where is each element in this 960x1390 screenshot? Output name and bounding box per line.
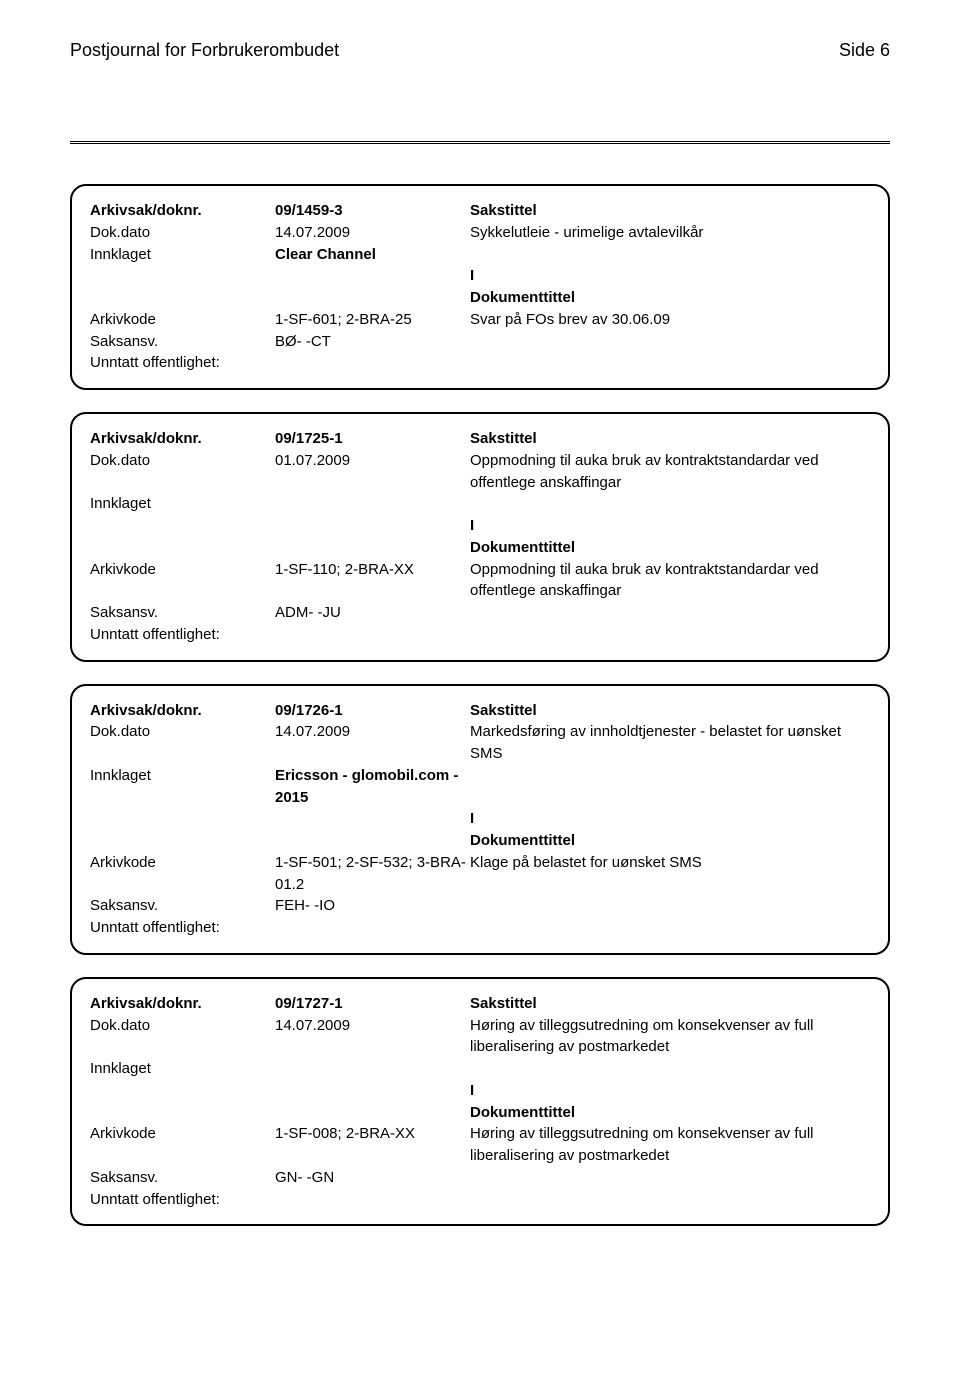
journal-entry: Arkivsak/doknr. 09/1725-1 Sakstittel Dok…	[70, 412, 890, 662]
arkivkode-label: Arkivkode	[90, 309, 275, 331]
innklaget-label: Innklaget	[90, 1058, 275, 1080]
saksansv-label: Saksansv.	[90, 331, 275, 353]
dokdato-value: 14.07.2009	[275, 721, 470, 765]
saksansv-label: Saksansv.	[90, 1167, 275, 1189]
doktittel-label: Dokumenttittel	[470, 830, 870, 852]
arkivkode-label: Arkivkode	[90, 852, 275, 896]
page-header: Postjournal for Forbrukerombudet Side 6	[70, 40, 890, 61]
saksansv-value: ADM- -JU	[275, 602, 470, 624]
innklaget-label: Innklaget	[90, 765, 275, 809]
innklaget-value	[275, 493, 470, 515]
dokdato-label: Dok.dato	[90, 1015, 275, 1059]
unntatt-label: Unntatt offentlighet:	[90, 917, 220, 939]
innklaget-label: Innklaget	[90, 244, 275, 266]
dokdato-value: 14.07.2009	[275, 222, 470, 244]
arkivkode-value: 1-SF-110; 2-BRA-XX	[275, 559, 470, 603]
arkivsak-label: Arkivsak/doknr.	[90, 200, 275, 222]
arkivsak-label: Arkivsak/doknr.	[90, 428, 275, 450]
arkivsak-label: Arkivsak/doknr.	[90, 700, 275, 722]
doktittel-text: Oppmodning til auka bruk av kontraktstan…	[470, 559, 870, 603]
arkivsak-value: 09/1459-3	[275, 200, 470, 222]
arkivkode-value: 1-SF-008; 2-BRA-XX	[275, 1123, 470, 1167]
journal-entry: Arkivsak/doknr. 09/1726-1 Sakstittel Dok…	[70, 684, 890, 955]
journal-entry: Arkivsak/doknr. 09/1459-3 Sakstittel Dok…	[70, 184, 890, 390]
dokdato-label: Dok.dato	[90, 222, 275, 244]
entries-container: Arkivsak/doknr. 09/1459-3 Sakstittel Dok…	[70, 184, 890, 1226]
header-title: Postjournal for Forbrukerombudet	[70, 40, 339, 61]
sakstittel-text: Oppmodning til auka bruk av kontraktstan…	[470, 450, 870, 494]
arkivkode-label: Arkivkode	[90, 559, 275, 603]
doktittel-text: Høring av tilleggsutredning om konsekven…	[470, 1123, 870, 1167]
sakstittel-label: Sakstittel	[470, 993, 870, 1015]
dokdato-value: 14.07.2009	[275, 1015, 470, 1059]
sakstittel-label: Sakstittel	[470, 200, 870, 222]
innklaget-value: Ericsson - glomobil.com - 2015	[275, 765, 470, 809]
io-value: I	[470, 808, 870, 830]
arkivsak-value: 09/1726-1	[275, 700, 470, 722]
sakstittel-text: Høring av tilleggsutredning om konsekven…	[470, 1015, 870, 1059]
saksansv-value: BØ- -CT	[275, 331, 470, 353]
io-value: I	[470, 265, 870, 287]
dokdato-label: Dok.dato	[90, 450, 275, 494]
arkivkode-value: 1-SF-501; 2-SF-532; 3-BRA-01.2	[275, 852, 470, 896]
divider-bottom	[70, 143, 890, 144]
arkivsak-label: Arkivsak/doknr.	[90, 993, 275, 1015]
doktittel-label: Dokumenttittel	[470, 537, 870, 559]
doktittel-label: Dokumenttittel	[470, 1102, 870, 1124]
arkivsak-value: 09/1727-1	[275, 993, 470, 1015]
unntatt-label: Unntatt offentlighet:	[90, 1189, 220, 1211]
arkivkode-label: Arkivkode	[90, 1123, 275, 1167]
saksansv-label: Saksansv.	[90, 895, 275, 917]
dokdato-value: 01.07.2009	[275, 450, 470, 494]
unntatt-label: Unntatt offentlighet:	[90, 352, 220, 374]
unntatt-label: Unntatt offentlighet:	[90, 624, 220, 646]
doktittel-text: Svar på FOs brev av 30.06.09	[470, 309, 870, 331]
io-value: I	[470, 515, 870, 537]
sakstittel-text: Sykkelutleie - urimelige avtalevilkår	[470, 222, 870, 244]
sakstittel-label: Sakstittel	[470, 700, 870, 722]
page-number: Side 6	[839, 40, 890, 61]
doktittel-text: Klage på belastet for uønsket SMS	[470, 852, 870, 896]
sakstittel-text: Markedsføring av innholdtjenester - bela…	[470, 721, 870, 765]
doktittel-label: Dokumenttittel	[470, 287, 870, 309]
dokdato-label: Dok.dato	[90, 721, 275, 765]
arkivsak-value: 09/1725-1	[275, 428, 470, 450]
saksansv-value: FEH- -IO	[275, 895, 470, 917]
journal-entry: Arkivsak/doknr. 09/1727-1 Sakstittel Dok…	[70, 977, 890, 1227]
saksansv-label: Saksansv.	[90, 602, 275, 624]
divider-top	[70, 141, 890, 142]
innklaget-value: Clear Channel	[275, 244, 470, 266]
io-value: I	[470, 1080, 870, 1102]
innklaget-label: Innklaget	[90, 493, 275, 515]
innklaget-value	[275, 1058, 470, 1080]
saksansv-value: GN- -GN	[275, 1167, 470, 1189]
arkivkode-value: 1-SF-601; 2-BRA-25	[275, 309, 470, 331]
sakstittel-label: Sakstittel	[470, 428, 870, 450]
